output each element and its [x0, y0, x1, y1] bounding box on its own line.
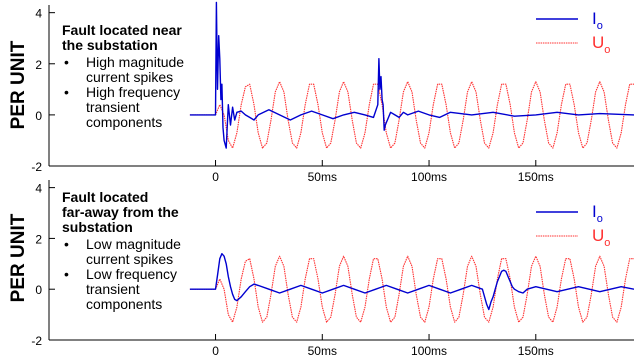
series-line-uo: [189, 81, 634, 149]
x-tick-label: 50ms: [308, 170, 337, 184]
x-tick-label: 50ms: [308, 344, 337, 356]
legend-label-uo: Uo: [592, 226, 610, 249]
y-axis-label: PER UNIT: [8, 40, 29, 129]
annotation-bullet-line: High magnitude: [86, 54, 184, 70]
series-line-uo: [189, 255, 634, 323]
annotation-heading-line: far-away from the: [62, 204, 179, 220]
x-tick-label: 150ms: [518, 344, 554, 356]
x-tick-label: 0: [212, 344, 219, 356]
bullet-icon: •: [64, 84, 69, 100]
annotation-heading-line: Fault located: [62, 189, 148, 205]
legend-label-subscript: o: [597, 213, 603, 225]
bullet-icon: •: [64, 54, 69, 70]
y-axis-label: PER UNIT: [8, 213, 29, 302]
y-tick-label: 2: [35, 232, 42, 246]
legend-label-subscript: o: [597, 20, 603, 32]
legend-label-io: Io: [592, 9, 603, 32]
annotation-bullet-line: current spikes: [86, 69, 173, 85]
y-tick-label: -2: [31, 160, 42, 174]
x-tick-label: 100ms: [411, 344, 447, 356]
legend-label-subscript: o: [604, 44, 610, 56]
x-tick-label: 100ms: [411, 170, 447, 184]
plot-area: [189, 1, 634, 149]
annotation-bullet-line: High frequency: [86, 84, 180, 100]
y-tick-label: 4: [35, 182, 42, 196]
plot-area: [189, 253, 634, 323]
y-tick-label: 4: [35, 7, 42, 21]
y-tick-label: -2: [31, 334, 42, 348]
x-tick-label: 0: [212, 170, 219, 184]
bullet-icon: •: [64, 266, 69, 282]
series-line-io: [189, 253, 634, 311]
y-tick-label: 0: [35, 283, 42, 297]
legend-label-io: Io: [592, 202, 603, 225]
annotation-bullet-line: components: [86, 296, 162, 312]
bullet-icon: •: [64, 236, 69, 252]
annotation-bullet-line: components: [86, 114, 162, 130]
series-line-io: [189, 1, 634, 149]
annotation-heading-line: the substation: [62, 37, 158, 53]
annotation-bullet-line: transient: [86, 281, 140, 297]
legend-label-uo: Uo: [592, 33, 610, 56]
annotation-heading-line: Fault located near: [62, 22, 182, 38]
annotation-bullet-line: current spikes: [86, 251, 173, 267]
annotation-bullet-line: Low frequency: [86, 266, 177, 282]
y-tick-label: 2: [35, 58, 42, 72]
annotation-heading-line: substation: [62, 219, 133, 235]
annotation-bullet-line: transient: [86, 99, 140, 115]
annotation-bullet-line: Low magnitude: [86, 236, 181, 252]
x-tick-label: 150ms: [518, 170, 554, 184]
legend-label-subscript: o: [604, 237, 610, 249]
y-tick-label: 0: [35, 109, 42, 123]
